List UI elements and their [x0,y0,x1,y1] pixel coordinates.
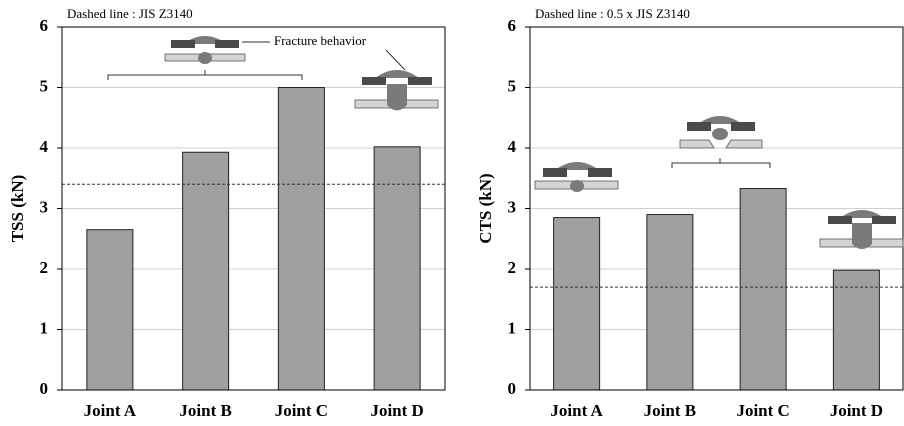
x-tick-label: Joint A [84,401,137,420]
fracture-icon [535,162,618,192]
x-tick-label: Joint B [644,401,696,420]
y-tick-label: 2 [508,258,517,277]
bar [183,152,229,390]
y-tick-label: 1 [508,318,517,337]
x-tick-label: Joint B [179,401,231,420]
fracture-icon [355,50,438,111]
bar [554,218,600,390]
y-tick-label: 2 [40,258,49,277]
y-tick-label: 0 [508,379,517,398]
bar [374,147,420,390]
x-tick-label: Joint C [275,401,328,420]
y-axis-label: CTS (kN) [476,173,495,243]
y-tick-label: 4 [508,137,517,156]
note: Dashed line : JIS Z3140 [67,6,193,21]
y-tick-label: 5 [508,76,517,95]
fracture-icon [108,36,302,80]
x-tick-label: Joint D [370,401,423,420]
chart: 0 1 2 3 4 5 6 Joint A Joint B Joint C Joint D Dashe… [476,6,903,420]
y-tick-label: 4 [40,137,49,156]
fracture-icon [820,210,903,249]
bar [647,215,693,390]
fracture-icon [672,116,770,168]
bar [833,270,879,390]
y-tick-label: 1 [40,318,49,337]
y-tick-label: 0 [40,379,49,398]
note: Dashed line : 0.5 x JIS Z3140 [535,6,690,21]
y-tick-label: 5 [40,76,49,95]
chart: 0 1 2 3 4 5 6 Joint A Joint B Joint C Joint D Dashe… [8,6,445,420]
page: 0 1 2 3 4 5 6 Joint A Joint B Joint C Joint D Dashe… [0,0,904,426]
bar [740,189,786,390]
y-tick-label: 6 [508,16,517,35]
y-tick-label: 6 [40,16,49,35]
y-tick-label: 3 [508,197,517,216]
y-axis-label: TSS (kN) [8,175,27,243]
annotation: Fracture behavior [274,33,367,48]
x-tick-label: Joint C [736,401,789,420]
x-tick-label: Joint A [550,401,603,420]
x-tick-label: Joint D [830,401,883,420]
bar [278,88,324,391]
y-tick-label: 3 [40,197,49,216]
bar [87,230,133,390]
